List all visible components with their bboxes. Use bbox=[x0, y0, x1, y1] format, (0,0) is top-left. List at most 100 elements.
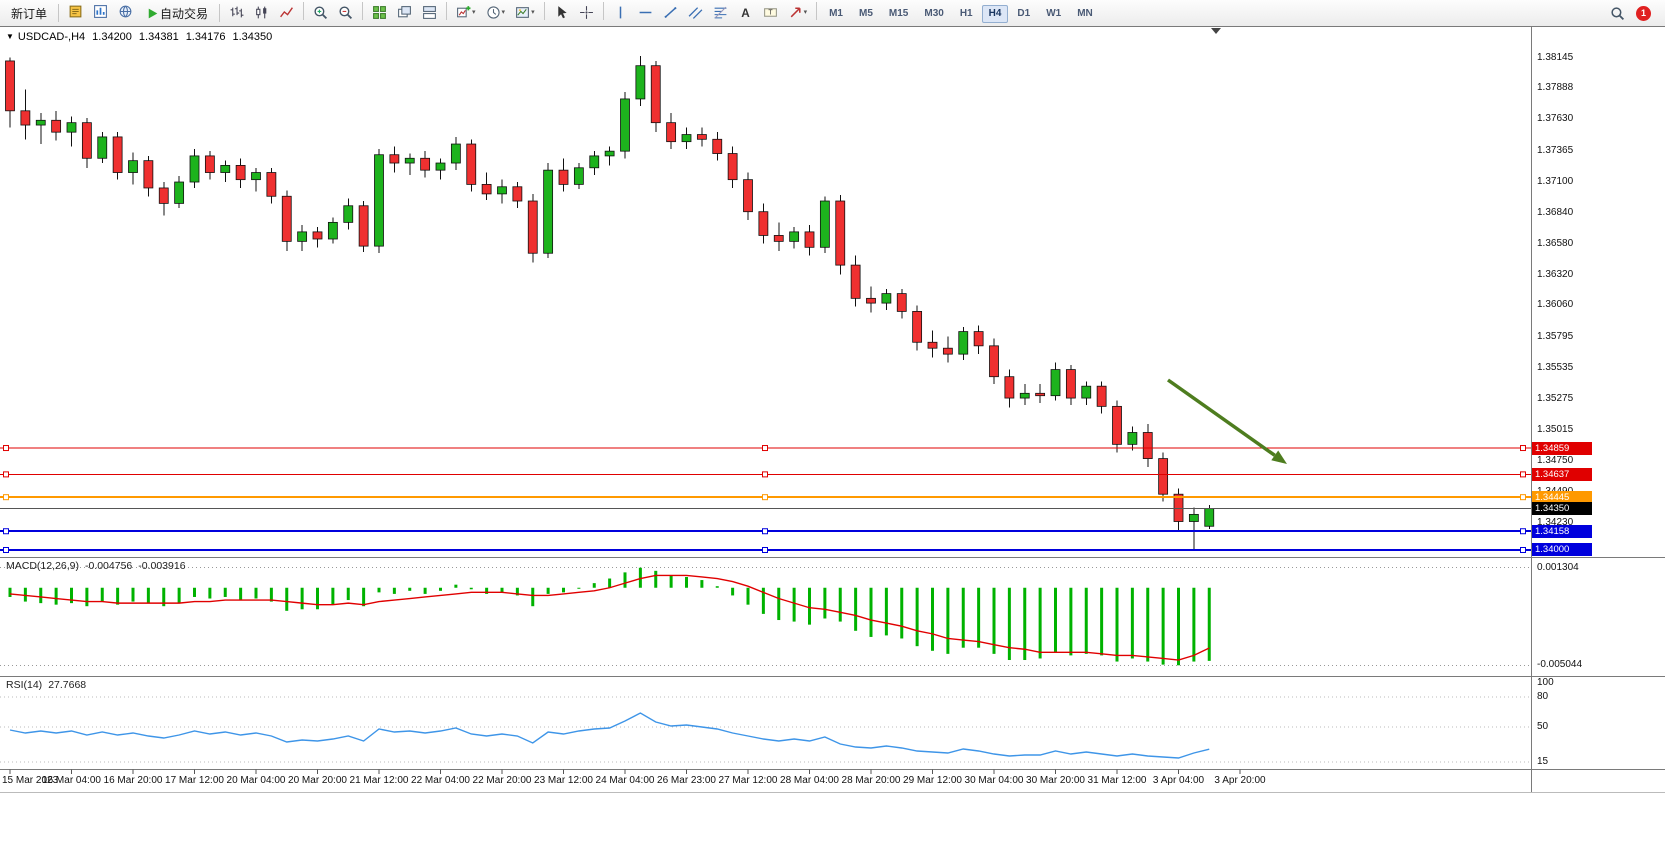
auto-trading-button[interactable]: 自动交易 bbox=[139, 3, 214, 23]
chevron-down-icon: ▾ bbox=[472, 9, 476, 16]
macd-histogram bbox=[8, 567, 1211, 666]
trendline-icon bbox=[663, 5, 678, 20]
new-chart-icon bbox=[456, 5, 471, 20]
template-icon bbox=[515, 5, 530, 20]
template-button[interactable]: ▾ bbox=[511, 2, 539, 22]
channel-icon bbox=[688, 5, 703, 20]
candles-style-icon bbox=[254, 5, 269, 20]
candles-style-button[interactable] bbox=[250, 2, 273, 22]
zoom-in-button[interactable] bbox=[309, 2, 332, 22]
macd-main-value: -0.004756 bbox=[84, 560, 133, 572]
horizontal-line-1.34445[interactable] bbox=[0, 494, 1531, 501]
svg-text:A: A bbox=[741, 6, 750, 19]
globe-button[interactable] bbox=[114, 2, 137, 22]
periods-button[interactable]: ▾ bbox=[482, 2, 510, 22]
arrows-button[interactable]: ▾ bbox=[784, 2, 812, 22]
price-axis[interactable] bbox=[1532, 27, 1665, 769]
rsi-line bbox=[9, 712, 1210, 759]
crosshair-button[interactable] bbox=[575, 2, 598, 22]
crosshair-icon bbox=[579, 5, 594, 20]
close-value: 1.34350 bbox=[232, 31, 273, 43]
new-order-button[interactable]: 新订单 bbox=[5, 3, 53, 23]
horizontal-line-1.34637[interactable] bbox=[0, 471, 1531, 478]
svg-text:T: T bbox=[768, 9, 773, 16]
zoom-in-icon bbox=[313, 5, 328, 20]
cursor-icon bbox=[554, 5, 569, 20]
line-style-button[interactable] bbox=[275, 2, 298, 22]
market-watch-icon bbox=[68, 4, 83, 19]
timeframe-button-m15[interactable]: M15 bbox=[882, 5, 915, 23]
market-watch-button[interactable] bbox=[64, 2, 87, 22]
one-click-trading-arrow-icon[interactable]: ▼ bbox=[6, 32, 14, 41]
tile-windows-icon bbox=[372, 5, 387, 20]
chevron-down-icon: ▾ bbox=[501, 9, 506, 16]
chart-window-icon bbox=[93, 4, 108, 19]
channel-button[interactable] bbox=[684, 2, 707, 22]
toolbar-separator bbox=[219, 4, 221, 22]
high-value: 1.34381 bbox=[138, 31, 179, 43]
timeframe-button-d1[interactable]: D1 bbox=[1010, 5, 1037, 23]
vline-button[interactable] bbox=[609, 2, 632, 22]
timeframe-button-m30[interactable]: M30 bbox=[917, 5, 950, 23]
timeframe-button-mn[interactable]: MN bbox=[1070, 5, 1100, 23]
fibo-button[interactable] bbox=[709, 2, 732, 22]
cursor-button[interactable] bbox=[550, 2, 573, 22]
horizontal-line-1.34000[interactable] bbox=[0, 546, 1531, 553]
vline-icon bbox=[613, 5, 628, 20]
toolbar-separator bbox=[446, 1, 448, 20]
chevron-down-icon: ▾ bbox=[803, 9, 808, 16]
trend-arrow[interactable] bbox=[1166, 378, 1287, 464]
open-value: 1.34200 bbox=[92, 31, 132, 43]
chart-plot-area[interactable] bbox=[0, 27, 1531, 557]
search-button[interactable] bbox=[1606, 3, 1629, 23]
rsi-value: 27.7668 bbox=[48, 679, 87, 691]
toolbar-separator bbox=[602, 1, 604, 20]
new-chart-button[interactable]: ▾ bbox=[452, 2, 480, 22]
notification-badge[interactable]: 1 bbox=[1636, 5, 1651, 21]
chart-shift-marker-icon[interactable] bbox=[1211, 28, 1221, 34]
macd-label: MACD(12,26,9) -0.004756 -0.003916 bbox=[6, 560, 192, 572]
label-icon: T bbox=[763, 5, 778, 20]
tile-windows-button[interactable] bbox=[368, 2, 391, 22]
toolbar: 新订单 自动交易 ▾ ▾ ▾ A T ▾ M1 M5 M15 M30 H1 H4 D1 W1 MN 1 bbox=[0, 0, 1665, 26]
zoom-out-button[interactable] bbox=[334, 2, 357, 22]
zoom-out-icon bbox=[338, 5, 353, 20]
label-button[interactable]: T bbox=[759, 2, 782, 22]
chart-title: ▼ USDCAD-,H4 1.34200 1.34381 1.34176 1.34350 bbox=[6, 31, 272, 43]
bars-style-icon bbox=[229, 5, 244, 20]
trendline-button[interactable] bbox=[659, 2, 682, 22]
timeframe-button-h1[interactable]: H1 bbox=[953, 5, 980, 23]
hline-button[interactable] bbox=[634, 2, 657, 22]
globe-icon bbox=[118, 4, 133, 19]
timeframe-button-m1[interactable]: M1 bbox=[822, 5, 850, 23]
play-icon bbox=[145, 6, 160, 21]
bars-style-button[interactable] bbox=[225, 2, 248, 22]
rsi-label: RSI(14) 27.7668 bbox=[6, 679, 92, 691]
search-icon bbox=[1610, 6, 1625, 21]
macd-signal-value: -0.003916 bbox=[138, 560, 186, 572]
chart-window-button[interactable] bbox=[89, 2, 112, 22]
cascade-windows-button[interactable] bbox=[393, 2, 416, 22]
cascade-windows-icon bbox=[397, 5, 412, 20]
timeframe-button-m5[interactable]: M5 bbox=[852, 5, 880, 23]
time-axis[interactable] bbox=[0, 770, 1531, 792]
symbol-period-label: USDCAD-,H4 bbox=[17, 31, 86, 43]
text-icon: A bbox=[738, 5, 753, 20]
chevron-down-icon: ▾ bbox=[531, 9, 535, 16]
new-order-label: 新订单 bbox=[11, 6, 48, 21]
tile-vertical-button[interactable] bbox=[418, 2, 441, 22]
macd-signal-line bbox=[9, 574, 1210, 661]
auto-trading-label: 自动交易 bbox=[160, 6, 209, 21]
toolbar-separator bbox=[816, 1, 818, 20]
toolbar-separator bbox=[303, 1, 305, 20]
horizontal-line-1.34158[interactable] bbox=[0, 528, 1531, 535]
text-button[interactable]: A bbox=[734, 2, 757, 22]
play-icon bbox=[145, 6, 160, 21]
timeframe-button-h4[interactable]: H4 bbox=[981, 4, 1009, 23]
periods-icon bbox=[486, 5, 501, 20]
rsi-title: RSI(14) bbox=[6, 679, 43, 691]
timeframe-button-w1[interactable]: W1 bbox=[1039, 5, 1068, 23]
horizontal-line-1.34859[interactable] bbox=[0, 445, 1531, 452]
